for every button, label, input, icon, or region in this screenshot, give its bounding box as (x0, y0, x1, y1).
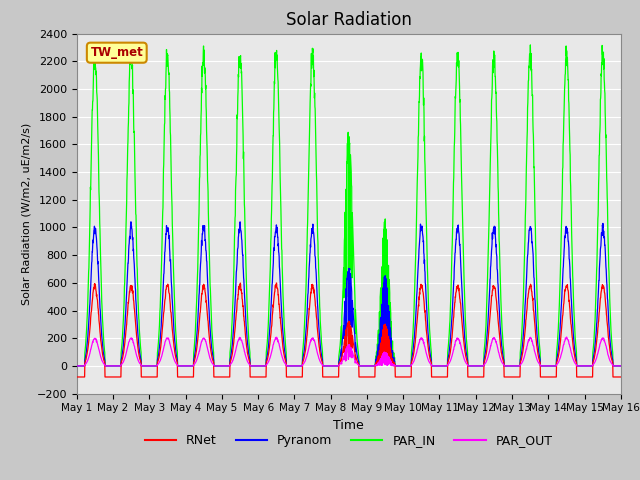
Legend: RNet, Pyranom, PAR_IN, PAR_OUT: RNet, Pyranom, PAR_IN, PAR_OUT (140, 429, 557, 452)
Y-axis label: Solar Radiation (W/m2, uE/m2/s): Solar Radiation (W/m2, uE/m2/s) (21, 122, 31, 305)
Title: Solar Radiation: Solar Radiation (286, 11, 412, 29)
X-axis label: Time: Time (333, 419, 364, 432)
Text: TW_met: TW_met (90, 46, 143, 59)
